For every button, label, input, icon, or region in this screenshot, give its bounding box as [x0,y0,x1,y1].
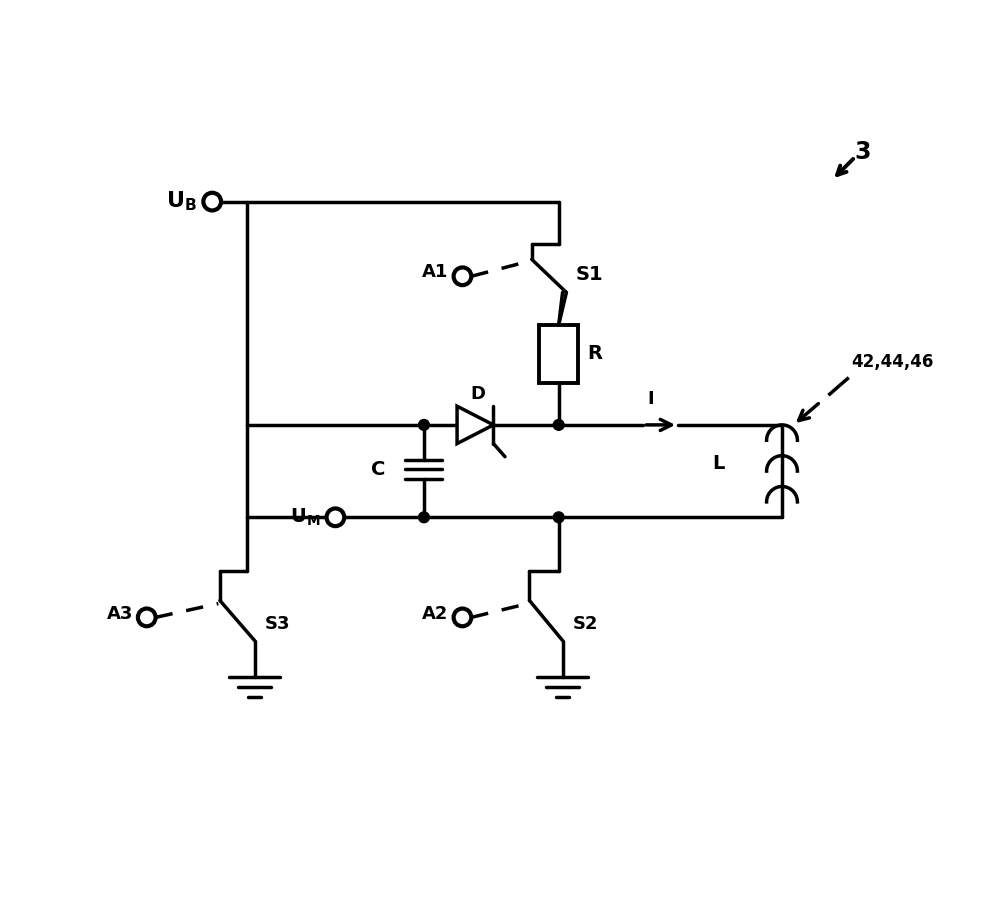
Circle shape [327,509,344,526]
Circle shape [553,512,564,522]
Text: L: L [712,454,724,473]
Bar [539,325,578,382]
Circle shape [553,420,564,430]
Circle shape [138,609,156,626]
Text: R: R [587,344,602,363]
Text: S3: S3 [265,614,290,632]
Polygon shape [457,406,493,443]
Circle shape [419,512,429,522]
Text: A2: A2 [422,604,449,622]
Text: 3: 3 [855,139,871,164]
Text: I: I [648,390,654,408]
Circle shape [454,609,471,626]
Text: S1: S1 [576,265,603,284]
Circle shape [203,193,221,210]
Text: C: C [371,460,385,479]
Text: D: D [470,385,485,403]
Text: $\mathbf{U_M}$: $\mathbf{U_M}$ [290,507,320,528]
Text: A1: A1 [422,263,449,281]
Circle shape [419,420,429,430]
Circle shape [454,268,471,285]
Text: A3: A3 [107,604,133,622]
Text: 42,44,46: 42,44,46 [851,353,934,371]
Text: $\mathbf{U_B}$: $\mathbf{U_B}$ [166,190,197,214]
Text: S2: S2 [573,614,598,632]
